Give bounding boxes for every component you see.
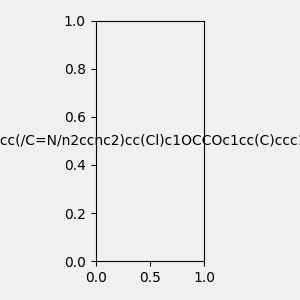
Text: CCOc1cc(/C=N/n2ccnc2)cc(Cl)c1OCCOc1cc(C)ccc1C(C)C: CCOc1cc(/C=N/n2ccnc2)cc(Cl)c1OCCOc1cc(C)… (0, 134, 300, 148)
